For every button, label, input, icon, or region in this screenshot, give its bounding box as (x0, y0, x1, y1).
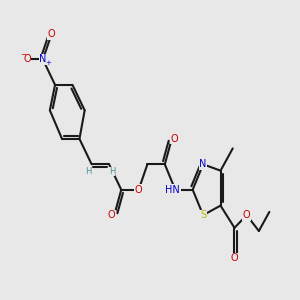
Text: S: S (200, 210, 206, 220)
Text: O: O (231, 253, 238, 263)
Text: O: O (243, 210, 250, 220)
Text: N: N (39, 55, 46, 64)
Text: O: O (48, 29, 56, 39)
Text: O: O (23, 55, 31, 64)
Text: O: O (135, 185, 142, 195)
Text: H: H (85, 167, 92, 176)
Text: −: − (20, 52, 26, 59)
Text: O: O (171, 134, 178, 144)
Text: O: O (108, 210, 116, 220)
Text: N: N (200, 159, 207, 169)
Text: H: H (109, 167, 115, 176)
Text: HN: HN (165, 185, 180, 195)
Text: +: + (45, 61, 51, 67)
